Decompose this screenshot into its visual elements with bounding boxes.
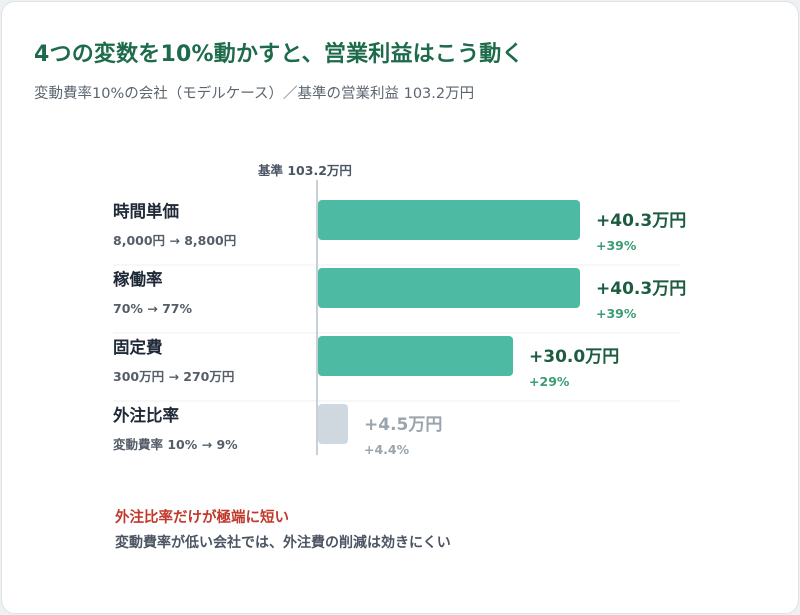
pct-label: +39% [596, 238, 637, 253]
category-subtitle: 変動費率 10% → 9% [113, 437, 238, 452]
pct-label: +4.4% [364, 442, 410, 457]
pct-label: +29% [529, 374, 570, 389]
bar [318, 268, 580, 308]
value-label: +40.3万円 [596, 211, 686, 231]
note-body: 変動費率が低い会社では、外注費の削減は効きにくい [115, 535, 451, 551]
baseline-label: 基準 103.2万円 [258, 163, 352, 178]
value-label: +40.3万円 [596, 279, 686, 299]
bar [318, 200, 580, 240]
note-highlight: 外注比率だけが極端に短い [115, 510, 289, 526]
category-label: 固定費 [113, 337, 163, 357]
category-label: 時間単価 [113, 201, 179, 221]
chart-title: 4つの変数を10%動かすと、営業利益はこう動く [34, 42, 524, 67]
category-subtitle: 8,000円 → 8,800円 [113, 233, 236, 248]
value-label: +30.0万円 [529, 347, 619, 367]
value-label: +4.5万円 [364, 415, 442, 435]
bar [318, 404, 348, 444]
category-subtitle: 70% → 77% [113, 301, 192, 316]
category-label: 稼働率 [113, 269, 163, 289]
chart-subtitle: 変動費率10%の会社（モデルケース）／基準の営業利益 103.2万円 [34, 86, 475, 102]
category-subtitle: 300万円 → 270万円 [113, 369, 234, 384]
bar [318, 336, 514, 376]
pct-label: +39% [596, 306, 637, 321]
category-label: 外注比率 [113, 405, 179, 425]
